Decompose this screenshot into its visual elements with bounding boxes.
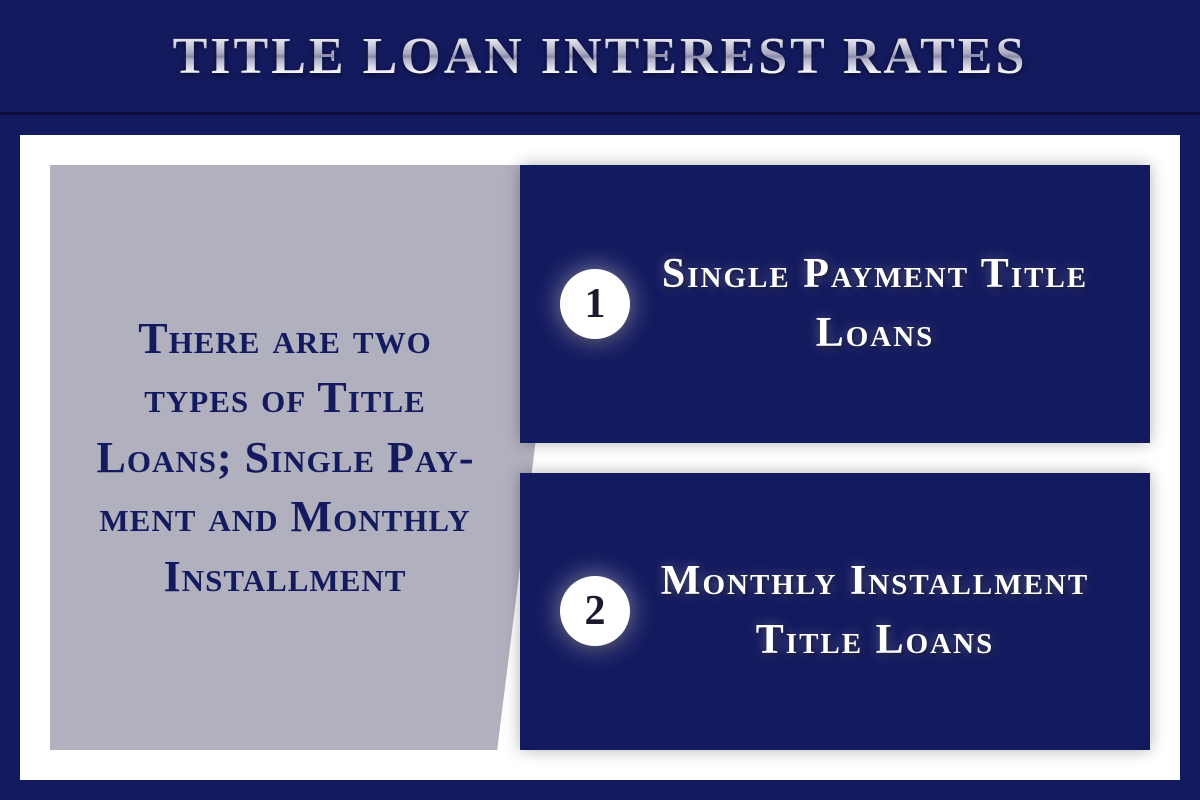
header-bar: Title Loan Interest Rates (0, 0, 1200, 115)
loan-type-label: Monthly Installment Title Loans (630, 552, 1150, 670)
description-text: There are two types of Title Loans; Sing… (90, 309, 480, 606)
loan-type-item-1: 1 Single Payment Title Loans (520, 165, 1150, 443)
page-title: Title Loan Interest Rates (173, 27, 1028, 86)
description-panel: There are two types of Title Loans; Sing… (50, 165, 570, 750)
items-panel: 1 Single Payment Title Loans 2 Monthly I… (520, 165, 1150, 750)
loan-type-label: Single Payment Title Loans (630, 245, 1150, 363)
number-badge: 1 (560, 269, 630, 339)
loan-type-item-2: 2 Monthly Installment Title Loans (520, 473, 1150, 751)
content-panel: There are two types of Title Loans; Sing… (20, 135, 1180, 780)
number-badge: 2 (560, 576, 630, 646)
